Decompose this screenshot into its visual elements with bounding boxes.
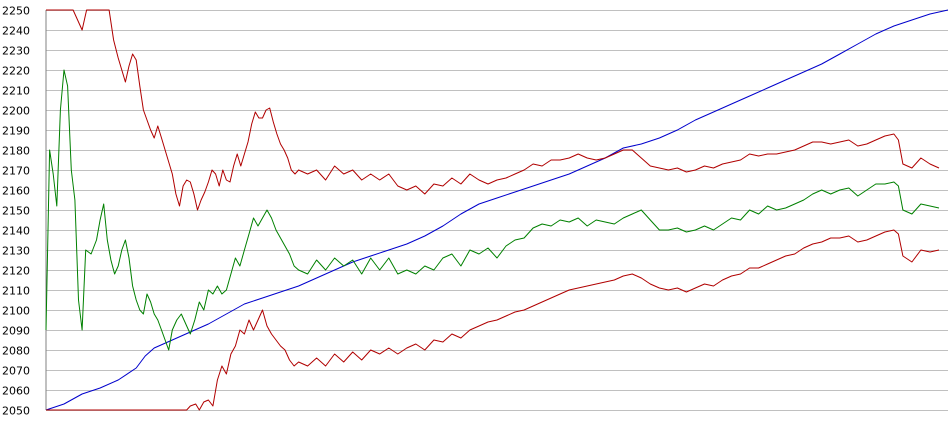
y-tick-label: 2090 bbox=[2, 325, 30, 338]
y-tick-label: 2250 bbox=[2, 5, 30, 18]
y-tick-label: 2130 bbox=[2, 245, 30, 258]
y-tick-label: 2070 bbox=[2, 365, 30, 378]
y-tick-label: 2230 bbox=[2, 45, 30, 58]
horizontal-gridlines bbox=[46, 10, 948, 411]
y-tick-label: 2120 bbox=[2, 265, 30, 278]
series-line-1 bbox=[45, 9, 949, 411]
y-tick-label: 2210 bbox=[2, 85, 30, 98]
series-lines bbox=[45, 9, 949, 411]
y-tick-label: 2170 bbox=[2, 165, 30, 178]
y-tick-label: 2190 bbox=[2, 125, 30, 138]
y-tick-label: 2160 bbox=[2, 185, 30, 198]
series-line-4 bbox=[46, 229, 940, 411]
y-tick-label: 2220 bbox=[2, 65, 30, 78]
series-line-3 bbox=[46, 9, 940, 211]
y-tick-label: 2140 bbox=[2, 225, 30, 238]
y-tick-label: 2050 bbox=[2, 405, 30, 418]
y-tick-label: 2080 bbox=[2, 345, 30, 358]
y-tick-label: 2100 bbox=[2, 305, 30, 318]
y-tick-label: 2180 bbox=[2, 145, 30, 158]
y-tick-label: 2240 bbox=[2, 25, 30, 38]
y-tick-label: 2200 bbox=[2, 105, 30, 118]
y-tick-label: 2060 bbox=[2, 385, 30, 398]
y-tick-label: 2110 bbox=[2, 285, 30, 298]
series-line-2 bbox=[45, 69, 940, 351]
y-tick-label: 2150 bbox=[2, 205, 30, 218]
y-axis-tick-labels: 2050 2060 2070 2080 2090 2100 2110 2120 2130 2140… bbox=[2, 5, 30, 418]
